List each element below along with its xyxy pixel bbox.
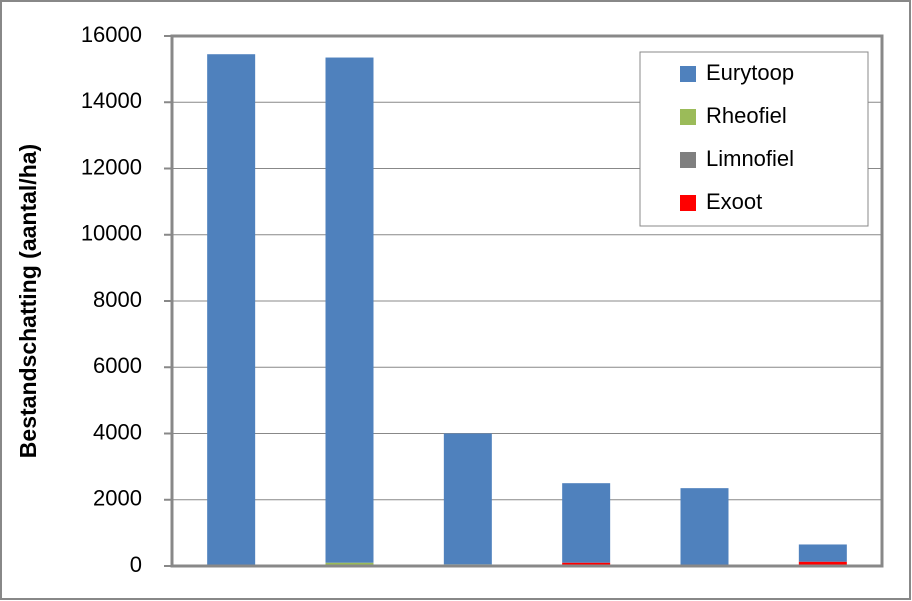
- bar-segment: [798, 561, 847, 566]
- legend-swatch: [680, 109, 696, 125]
- legend-label: Eurytoop: [706, 60, 794, 85]
- legend-label: Limnofiel: [706, 146, 794, 171]
- bar-segment: [443, 433, 492, 565]
- y-tick-label: 2000: [93, 486, 142, 511]
- bar-segment: [680, 488, 729, 566]
- plot-frame: [170, 34, 884, 568]
- y-axis-title: Bestandschatting (aantal/ha): [15, 144, 41, 458]
- bar-segment: [207, 54, 256, 566]
- legend-label: Rheofiel: [706, 103, 787, 128]
- legend-swatch: [680, 152, 696, 168]
- bar-segment: [798, 544, 847, 562]
- legend-label: Exoot: [706, 189, 762, 214]
- bar-segment: [562, 483, 611, 563]
- y-tick-label: 16000: [81, 22, 142, 47]
- legend-box: [639, 51, 869, 227]
- y-tick-label: 6000: [93, 353, 142, 378]
- legend-swatch: [680, 195, 696, 211]
- y-tick-label: 12000: [81, 154, 142, 179]
- y-tick-label: 8000: [93, 287, 142, 312]
- bar-segment: [325, 57, 374, 563]
- legend-swatch: [680, 66, 696, 82]
- y-tick-label: 4000: [93, 419, 142, 444]
- y-tick-label: 10000: [81, 221, 142, 246]
- y-tick-label: 0: [130, 552, 142, 577]
- y-tick-label: 14000: [81, 88, 142, 113]
- bar-segment: [562, 562, 611, 566]
- bar-segment: [325, 562, 374, 566]
